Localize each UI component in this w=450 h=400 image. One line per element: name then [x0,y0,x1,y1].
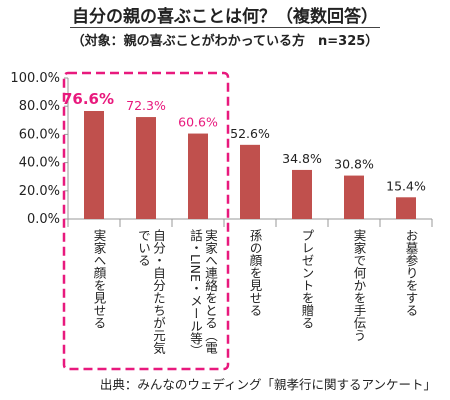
y-tick-label: 20.0% [19,184,60,199]
data-label: 72.3% [126,98,166,113]
y-tick-label: 40.0% [19,156,60,171]
x-category-label: 孫の顔を見せる [248,229,263,317]
bar [84,110,104,219]
y-tick-label: 0.0% [27,212,60,227]
x-category-label: でいる [136,229,151,267]
x-category-label: 話・LINE・メール等） [188,228,203,357]
bar [136,117,156,219]
x-category-label: お墓参りをする [404,229,419,317]
y-tick-label: 60.0% [19,127,60,142]
x-category-label: 実家へ連絡をとる（電 [203,228,218,354]
x-category-label: プレゼントを贈る [300,229,315,329]
source-note: 出典：みんなのウェディング「親孝行に関するアンケート」 [99,377,436,392]
x-category-label: 自分・自分たちが元気 [151,229,166,355]
bar [240,144,260,219]
x-category-label: 実家へ顔を見せる [92,228,107,329]
x-category-label: 実家で何かを手伝う [352,228,367,342]
chart-subtitle: （対象：親の喜ぶことがわかっている方 n=325） [71,34,379,49]
data-label: 34.8% [282,151,322,166]
data-label: 30.8% [334,157,374,172]
bar [188,133,208,219]
bar [292,169,312,219]
chart-title: 自分の親の喜ぶことは何？（複数回答） [70,7,380,28]
bar [344,175,364,219]
highlight-box [62,71,230,371]
data-label: 15.4% [386,178,426,193]
data-label: 76.6% [62,90,114,108]
data-label: 60.6% [178,115,218,130]
y-tick-label: 80.0% [19,99,60,114]
bar [396,197,416,219]
data-label: 52.6% [230,126,270,141]
y-tick-label: 100.0% [10,71,60,86]
